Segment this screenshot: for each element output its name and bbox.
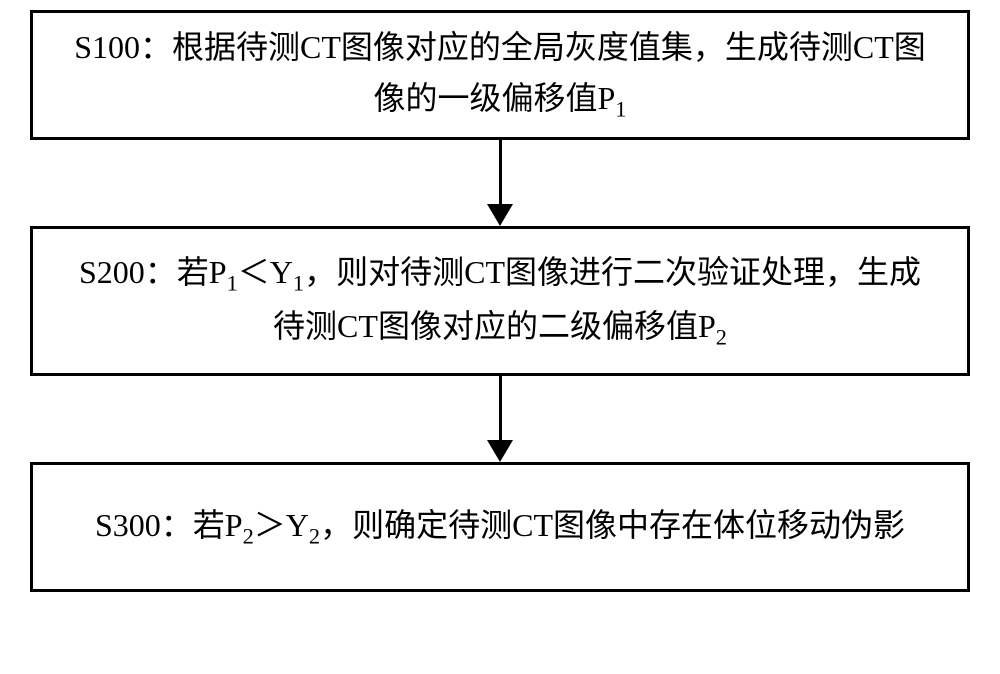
step-s100-text: S100：根据待测CT图像对应的全局灰度值集，生成待测CT图像的一级偏移值P1 bbox=[63, 22, 937, 127]
step-s100-box: S100：根据待测CT图像对应的全局灰度值集，生成待测CT图像的一级偏移值P1 bbox=[30, 10, 970, 140]
arrow-s200-s300 bbox=[487, 376, 513, 462]
step-s200-box: S200：若P1＜Y1，则对待测CT图像进行二次验证处理，生成待测CT图像对应的… bbox=[30, 226, 970, 376]
arrow-shaft bbox=[499, 376, 502, 440]
step-s200-text: S200：若P1＜Y1，则对待测CT图像进行二次验证处理，生成待测CT图像对应的… bbox=[63, 247, 937, 355]
step-s300-text: S300：若P2＞Y2，则确定待测CT图像中存在体位移动伪影 bbox=[95, 500, 905, 554]
arrow-s100-s200 bbox=[487, 140, 513, 226]
flowchart: S100：根据待测CT图像对应的全局灰度值集，生成待测CT图像的一级偏移值P1 … bbox=[0, 0, 1000, 592]
step-s300-box: S300：若P2＞Y2，则确定待测CT图像中存在体位移动伪影 bbox=[30, 462, 970, 592]
arrow-shaft bbox=[499, 140, 502, 204]
arrow-head-icon bbox=[487, 204, 513, 226]
arrow-head-icon bbox=[487, 440, 513, 462]
